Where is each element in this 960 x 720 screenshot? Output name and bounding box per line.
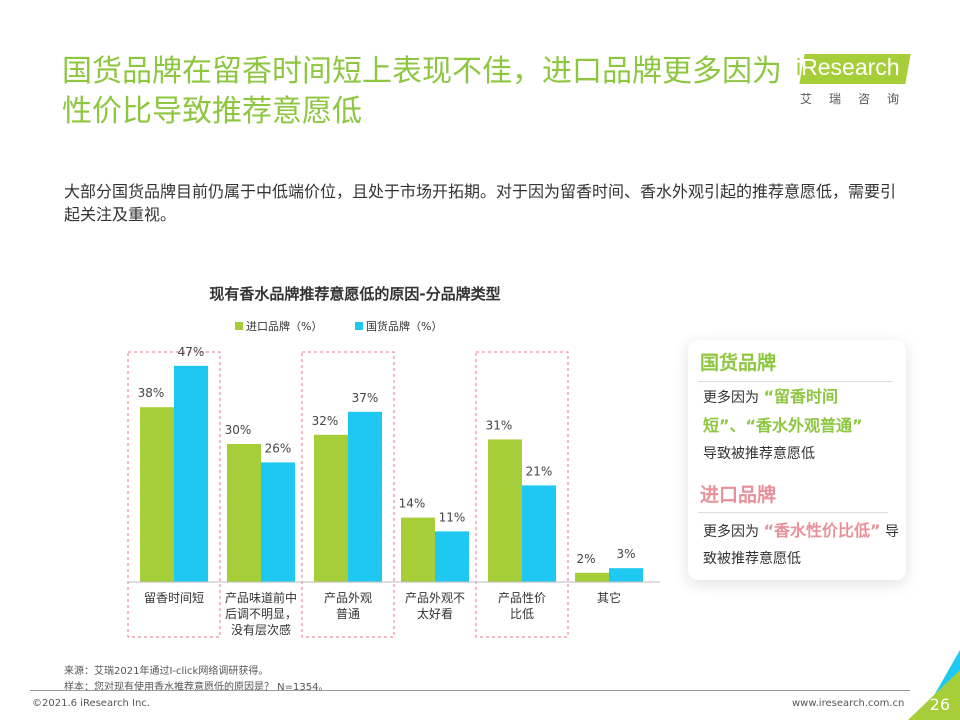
data-label: 2% xyxy=(576,552,595,566)
x-tick-label: 其它 xyxy=(597,590,621,605)
chart-title: 现有香水品牌推荐意愿低的原因-分品牌类型 xyxy=(209,285,500,303)
x-tick-label: 产品外观 xyxy=(324,591,372,605)
page-number: 26 xyxy=(929,695,950,714)
highlight-box xyxy=(301,351,395,638)
data-label: 32% xyxy=(312,414,339,428)
x-tick-label: 产品性价 xyxy=(498,591,546,605)
bar xyxy=(435,531,469,582)
data-label: 31% xyxy=(486,418,513,432)
legend-swatch xyxy=(355,322,363,330)
x-tick-label: 后调不明显， xyxy=(225,607,297,621)
domestic-title: 国货品牌 xyxy=(700,352,777,374)
data-label: 26% xyxy=(265,441,292,455)
copyright: ©2021.6 iResearch Inc. xyxy=(32,698,150,709)
highlight-box xyxy=(127,351,221,638)
x-tick-label: 太好看 xyxy=(417,606,453,621)
corner-decoration xyxy=(908,650,960,720)
bar xyxy=(261,462,295,582)
insight-card: 国货品牌 更多因为 “留香时间短”、“香水外观普通” 导致被推荐意愿低 进口品牌 … xyxy=(688,340,906,580)
data-label: 37% xyxy=(352,391,379,405)
bar xyxy=(488,439,522,582)
bar xyxy=(348,411,382,582)
legend-label: 国货品牌（%） xyxy=(366,319,442,333)
import-title: 进口品牌 xyxy=(700,484,777,506)
sample-note: 样本：您对现有使用香水推荐意愿低的原因是？ N=1354。 xyxy=(64,682,329,693)
domestic-text: 更多因为 “留香时间短”、“香水外观普通” 导致被推荐意愿低 xyxy=(703,387,863,462)
x-tick-label: 比低 xyxy=(510,607,534,621)
bar xyxy=(575,572,609,582)
data-label: 3% xyxy=(616,547,635,561)
x-tick-label: 产品外观不 xyxy=(405,591,465,605)
website: www.iresearch.com.cn xyxy=(792,698,905,709)
iresearch-logo: iResearch 艾瑞咨询 xyxy=(796,54,917,106)
bar xyxy=(140,407,174,582)
source-note: 来源：艾瑞2021年通过I-click网络调研获得。 xyxy=(64,666,269,677)
x-tick-label: 没有层次感 xyxy=(231,622,291,637)
data-label: 21% xyxy=(526,464,553,478)
x-tick-label: 普通 xyxy=(336,607,360,621)
data-label: 30% xyxy=(225,423,252,437)
bar xyxy=(314,434,348,582)
bar xyxy=(522,485,556,582)
data-label: 14% xyxy=(399,497,426,511)
data-label: 47% xyxy=(178,345,205,359)
bar xyxy=(609,568,643,582)
description: 大部分国货品牌目前仍属于中低端价位，且处于市场开拓期。对于因为留香时间、香水外观… xyxy=(64,182,897,224)
data-label: 38% xyxy=(138,386,165,400)
page-title: 国货品牌在留香时间短上表现不佳，进口品牌更多因为性价比导致推荐意愿低 xyxy=(62,54,782,129)
bar xyxy=(227,444,261,582)
data-label: 11% xyxy=(439,510,466,524)
highlight-box xyxy=(475,351,569,638)
import-text: 更多因为 “香水性价比低” 导致被推荐意愿低 xyxy=(703,521,899,567)
bar xyxy=(401,517,435,582)
legend-swatch xyxy=(235,322,243,330)
bar xyxy=(174,365,208,582)
legend-label: 进口品牌（%） xyxy=(246,319,322,333)
x-tick-label: 留香时间短 xyxy=(144,591,204,605)
x-tick-label: 产品味道前中 xyxy=(225,590,297,605)
